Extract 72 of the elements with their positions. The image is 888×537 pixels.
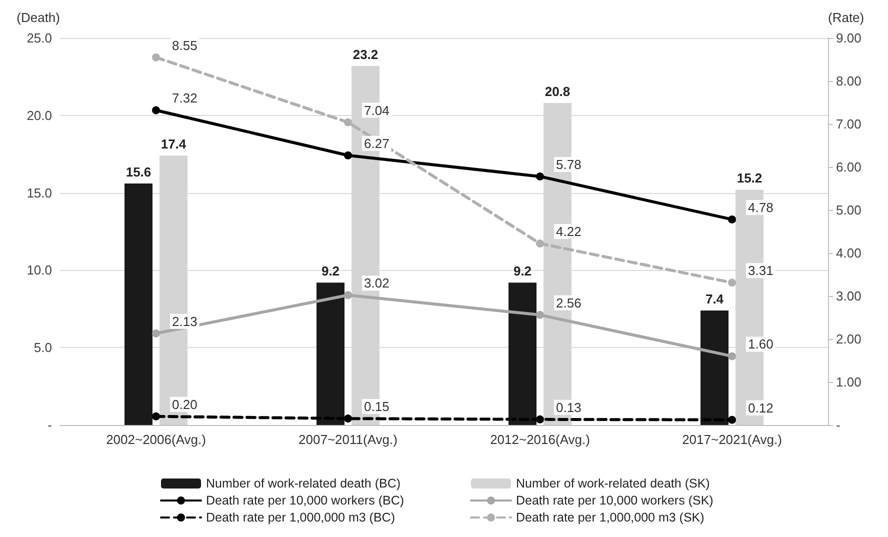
- data-label: 0.13: [556, 400, 582, 415]
- data-label: 7.4: [705, 291, 724, 306]
- data-label: 15.2: [736, 170, 762, 186]
- y2-tick-label: 6.00: [836, 160, 862, 174]
- bar: [316, 282, 344, 425]
- y2-tick-label: 4.00: [836, 246, 862, 260]
- y2-tick-label: 8.00: [836, 74, 862, 88]
- data-label: 9.2: [321, 264, 340, 279]
- point: [344, 414, 352, 423]
- data-label: 2.56: [556, 295, 582, 310]
- x-tick-label: 2007~2011(Avg.): [298, 432, 398, 447]
- data-label: 0.12: [748, 400, 774, 416]
- y2-tick-label: 1.00: [836, 374, 862, 390]
- point: [152, 412, 160, 420]
- y-tick-label: 25.0: [26, 30, 52, 46]
- data-label: 9.2: [513, 264, 532, 279]
- legend-label: Death rate per 1,000,000 m3 (SK): [516, 510, 704, 524]
- point: [536, 172, 544, 180]
- bar: [700, 310, 728, 425]
- point: [536, 415, 544, 424]
- y-tick-label: 5.0: [34, 340, 52, 356]
- data-label: 4.22: [556, 224, 582, 240]
- y2-tick-label: 9.00: [836, 30, 862, 46]
- data-label: 20.8: [544, 84, 570, 100]
- data-label: 3.31: [748, 263, 774, 278]
- y-tick-label: 10.0: [26, 262, 52, 278]
- y2-tick-label: 2.00: [836, 332, 862, 346]
- bar: [124, 184, 152, 425]
- x-tick-label: 2017~2021(Avg.): [682, 432, 782, 447]
- y-axis-title: (Death): [16, 10, 60, 25]
- point: [344, 151, 352, 160]
- y-tick-label: 15.0: [26, 185, 52, 200]
- data-label: 23.2: [352, 46, 378, 62]
- data-label: 8.55: [172, 38, 198, 53]
- legend-label: Death rate per 10,000 workers (BC): [206, 494, 404, 508]
- y2-axis-title: (Rate): [828, 10, 864, 25]
- y-tick-label: -: [48, 418, 52, 432]
- point: [536, 240, 544, 248]
- point: [344, 118, 352, 126]
- y2-tick-label: 7.00: [836, 116, 862, 132]
- data-label: 4.78: [748, 200, 774, 215]
- point: [728, 278, 736, 287]
- point: [536, 310, 544, 319]
- data-label: 15.6: [126, 164, 152, 180]
- point: [152, 106, 160, 114]
- data-label: 0.15: [364, 399, 390, 414]
- data-label: 7.32: [172, 90, 198, 106]
- x-tick-label: 2002~2006(Avg.): [106, 432, 206, 447]
- point: [344, 291, 352, 300]
- point: [152, 329, 160, 338]
- data-label: 2.13: [172, 314, 198, 329]
- data-label: 5.78: [556, 156, 582, 172]
- x-tick-label: 2012~2016(Avg.): [490, 432, 590, 447]
- y2-tick-label: 3.00: [836, 288, 862, 304]
- data-label: 7.04: [364, 102, 390, 118]
- point: [728, 416, 736, 424]
- y-tick-label: 20.0: [26, 108, 52, 123]
- point: [728, 215, 736, 224]
- legend-label: Number of work-related death (BC): [206, 476, 401, 490]
- y2-tick-label: 5.00: [836, 202, 862, 218]
- legend-label: Death rate per 10,000 workers (SK): [516, 494, 714, 508]
- point: [152, 53, 160, 62]
- data-label: 1.60: [748, 336, 774, 352]
- data-label: 17.4: [160, 136, 187, 152]
- data-label: 6.27: [364, 136, 390, 151]
- bar: [508, 282, 536, 425]
- y2-tick-label: -: [836, 418, 840, 432]
- legend-label: Death rate per 1,000,000 m3 (BC): [206, 510, 395, 524]
- data-label: 0.20: [172, 396, 198, 412]
- data-label: 3.02: [364, 276, 390, 291]
- point: [728, 352, 736, 360]
- legend-label: Number of work-related death (SK): [516, 476, 710, 490]
